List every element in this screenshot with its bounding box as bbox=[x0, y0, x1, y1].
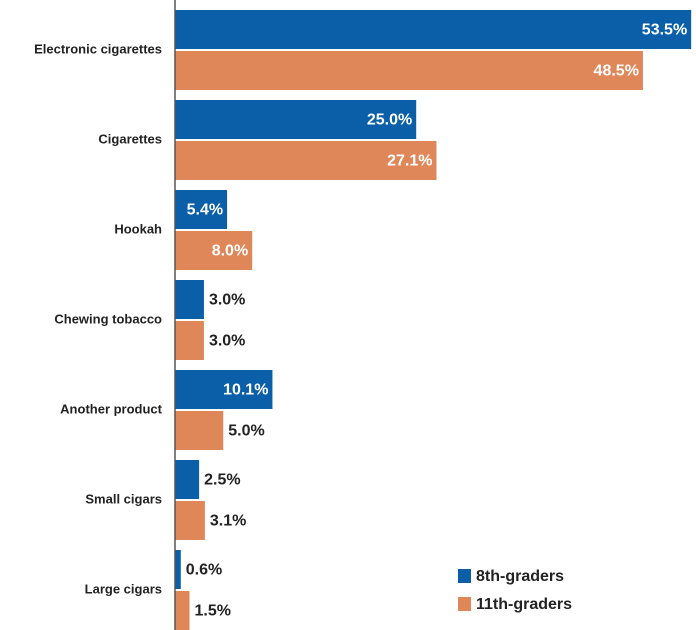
value-label: 3.0% bbox=[209, 292, 245, 309]
bar bbox=[175, 321, 204, 360]
value-label: 3.1% bbox=[210, 513, 246, 530]
legend-swatch bbox=[458, 569, 471, 583]
category-label: Chewing tobacco bbox=[54, 311, 162, 326]
bar bbox=[175, 411, 224, 450]
category-label: Another product bbox=[60, 401, 162, 416]
value-label: 53.5% bbox=[642, 22, 687, 39]
bar bbox=[175, 460, 200, 499]
value-label: 8.0% bbox=[212, 243, 248, 260]
category-label: Large cigars bbox=[85, 581, 162, 596]
bar bbox=[175, 141, 437, 180]
legend-label: 11th-graders bbox=[476, 596, 572, 613]
bar bbox=[175, 501, 205, 540]
value-label: 5.4% bbox=[187, 202, 223, 219]
bar bbox=[175, 231, 253, 270]
bar bbox=[175, 370, 273, 409]
legend-swatch bbox=[458, 597, 471, 611]
bar bbox=[175, 280, 204, 319]
value-label: 2.5% bbox=[204, 472, 240, 489]
value-label: 27.1% bbox=[387, 153, 432, 170]
value-label: 5.0% bbox=[228, 423, 264, 440]
value-label: 0.6% bbox=[186, 562, 222, 579]
category-label: Electronic cigarettes bbox=[34, 41, 162, 56]
value-label: 10.1% bbox=[223, 382, 268, 399]
value-label: 25.0% bbox=[367, 112, 412, 129]
value-label: 1.5% bbox=[194, 603, 230, 620]
category-label: Small cigars bbox=[85, 491, 162, 506]
bar bbox=[175, 550, 181, 589]
category-label: Hookah bbox=[114, 221, 162, 236]
bar bbox=[175, 591, 190, 630]
bar bbox=[175, 100, 417, 139]
value-label: 3.0% bbox=[209, 333, 245, 350]
bar bbox=[175, 10, 692, 49]
value-label: 48.5% bbox=[594, 63, 639, 80]
bar bbox=[175, 51, 643, 90]
legend-label: 8th-graders bbox=[476, 568, 564, 585]
category-label: Cigarettes bbox=[98, 131, 162, 146]
bar bbox=[175, 190, 228, 229]
